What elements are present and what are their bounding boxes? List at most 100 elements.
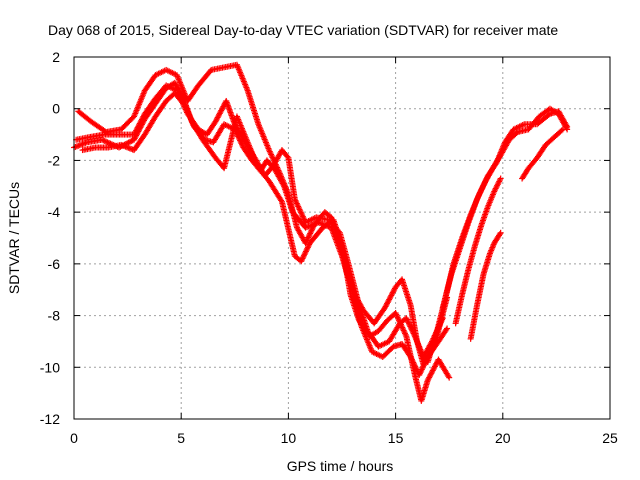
y-axis-ticks: -12 -10 -8 -6 -4 -2 0 2 [40, 49, 610, 427]
data-point-s3-32-9 [413, 366, 420, 373]
data-point-s2-32 [403, 315, 410, 322]
data-point-s1-36 [446, 374, 453, 381]
x-tick-label: 25 [602, 430, 618, 446]
data-point-s0-20-6 [306, 231, 313, 238]
data-point-s2-32-11 [410, 330, 417, 337]
data-point-s3-33-4 [418, 366, 425, 373]
chart-title: Day 068 of 2015, Sidereal Day-to-day VTE… [48, 22, 558, 38]
data-point-s1-20-6 [302, 249, 309, 256]
data-point-s3-32 [407, 353, 414, 360]
x-tick-label: 0 [70, 430, 78, 446]
data-point-s5-4-2 [475, 193, 482, 200]
data-point-s6-4-7 [496, 231, 503, 238]
data-point-s3-14-8 [237, 137, 244, 144]
data-point-s5-4-7 [478, 186, 485, 193]
data-point-s3-33-7 [420, 362, 427, 369]
data-point-s5-4-3 [476, 192, 483, 199]
y-tick-label: 2 [52, 49, 60, 65]
data-point-s2-32-9 [409, 327, 416, 334]
data-point-s2-32-2 [404, 317, 411, 324]
y-tick-label: -4 [48, 204, 61, 220]
data-point-s8-4-6 [558, 127, 565, 134]
data-point-s2-32-6 [407, 323, 414, 330]
data-point-s1-20-9 [304, 245, 311, 252]
data-point-s3-32-1 [408, 355, 415, 362]
data-point-s0-20-5 [305, 233, 312, 240]
data-point-s3-14-2 [233, 129, 240, 136]
data-point-s1-17-14 [278, 197, 285, 204]
data-point-s0-20-3 [304, 235, 311, 242]
x-tick-label: 20 [495, 430, 511, 446]
data-point-s0-20-9 [308, 227, 315, 234]
data-point-s5-4-6 [478, 187, 485, 194]
data-point-s3-32-8 [412, 365, 419, 372]
data-point-s2-32-8 [408, 326, 415, 333]
plot-frame [73, 56, 611, 420]
data-point-s3-33-8 [421, 360, 428, 367]
grid [74, 57, 610, 419]
data-point-s3-32-7 [412, 363, 419, 370]
data-point-s2-32-5 [406, 322, 413, 329]
data-point-s2-32-7 [407, 324, 414, 331]
data-point-s1-20-10 [304, 244, 311, 251]
data-point-s3-32-2 [408, 356, 415, 363]
data-point-s1-20-1 [298, 256, 305, 263]
data-point-s3-33-2 [417, 369, 424, 376]
x-axis-label: GPS time / hours [287, 458, 394, 474]
data-point-s3-14-1 [232, 127, 239, 134]
data-point-s2-32-1 [403, 316, 410, 323]
data-point-s0-20-8 [307, 229, 314, 236]
data-point-s5-4-1 [474, 194, 481, 201]
data-point-s3-36 [444, 325, 451, 332]
data-point-s3-33-5 [419, 365, 426, 372]
data-point-s7-7 [497, 175, 504, 182]
data-point-s1-20-3 [300, 254, 307, 261]
data-point-s1-20-4 [300, 252, 307, 259]
data-point-s1-20-7 [302, 248, 309, 255]
data-point-s3-14-5 [235, 133, 242, 140]
data-point-s5-4-4 [476, 190, 483, 197]
x-axis-ticks: 0 5 10 15 20 25 [70, 57, 618, 446]
x-tick-label: 15 [388, 430, 404, 446]
data-point-s1-35-12 [445, 373, 452, 380]
y-tick-label: 0 [52, 101, 60, 117]
data-point-s6-5 [497, 229, 504, 236]
data-point-s3-14 [231, 126, 238, 133]
data-point-s3-33 [416, 372, 423, 379]
data-point-s3-14-9 [237, 138, 244, 145]
data-point-s2-19-5 [284, 153, 291, 160]
y-axis-label: SDTVAR / TECUs [6, 182, 22, 294]
data-point-s0-20-4 [305, 234, 312, 241]
data-points [71, 61, 571, 404]
data-point-s1-20-11 [305, 242, 312, 249]
data-point-s3-32-5 [410, 360, 417, 367]
x-tick-label: 5 [177, 430, 185, 446]
data-point-s1-20 [298, 258, 305, 265]
data-point-s3-33-1 [416, 370, 423, 377]
data-point-s5-4-10 [480, 182, 487, 189]
y-tick-label: -10 [40, 359, 60, 375]
data-point-s5-4-5 [477, 189, 484, 196]
data-point-s5-4-9 [480, 183, 487, 190]
data-point-s2-32-12 [411, 331, 418, 338]
data-point-s5-4-8 [479, 185, 486, 192]
data-point-s0-20-7 [307, 230, 314, 237]
data-point-s8-5 [559, 126, 566, 133]
data-point-s3-33-6 [420, 363, 427, 370]
y-tick-label: -2 [48, 152, 61, 168]
data-point-s5-4 [474, 196, 481, 203]
data-point-s3-14-7 [236, 136, 243, 143]
data-point-s5-4-11 [481, 180, 488, 187]
data-point-s3-33-3 [418, 367, 425, 374]
data-point-s3-35-9 [443, 326, 450, 333]
data-point-s2-32-10 [409, 329, 416, 336]
data-point-s3-14-10 [238, 140, 245, 147]
x-tick-label: 10 [281, 430, 297, 446]
y-tick-label: -6 [48, 256, 61, 272]
y-tick-label: -8 [48, 308, 61, 324]
data-point-s3-14-11 [239, 141, 246, 148]
data-point-s2-32-3 [405, 319, 412, 326]
data-point-s2-32-4 [405, 320, 412, 327]
data-point-s3-32-3 [409, 358, 416, 365]
